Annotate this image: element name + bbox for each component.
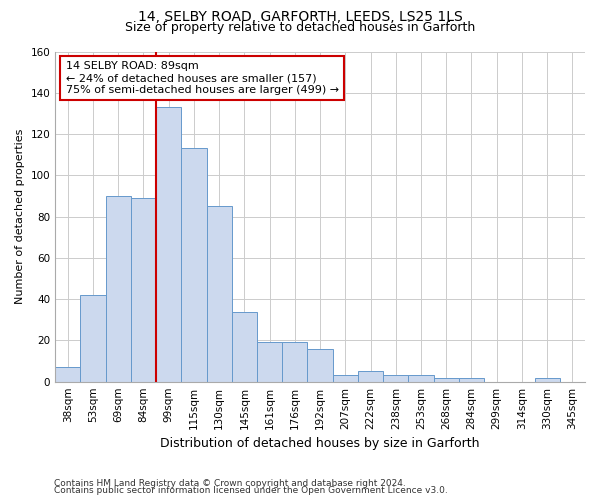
Text: Contains HM Land Registry data © Crown copyright and database right 2024.: Contains HM Land Registry data © Crown c… xyxy=(54,478,406,488)
Text: Size of property relative to detached houses in Garforth: Size of property relative to detached ho… xyxy=(125,21,475,34)
Bar xyxy=(106,196,131,382)
Bar xyxy=(282,342,307,382)
Bar xyxy=(459,378,484,382)
Text: 14, SELBY ROAD, GARFORTH, LEEDS, LS25 1LS: 14, SELBY ROAD, GARFORTH, LEEDS, LS25 1L… xyxy=(137,10,463,24)
Bar xyxy=(257,342,282,382)
X-axis label: Distribution of detached houses by size in Garforth: Distribution of detached houses by size … xyxy=(160,437,480,450)
Text: Contains public sector information licensed under the Open Government Licence v3: Contains public sector information licen… xyxy=(54,486,448,495)
Bar xyxy=(434,378,459,382)
Bar xyxy=(409,376,434,382)
Bar xyxy=(80,295,106,382)
Bar xyxy=(156,107,181,382)
Bar xyxy=(181,148,206,382)
Bar xyxy=(206,206,232,382)
Bar xyxy=(55,367,80,382)
Bar xyxy=(383,376,409,382)
Text: 14 SELBY ROAD: 89sqm
← 24% of detached houses are smaller (157)
75% of semi-deta: 14 SELBY ROAD: 89sqm ← 24% of detached h… xyxy=(66,62,339,94)
Bar xyxy=(131,198,156,382)
Bar xyxy=(535,378,560,382)
Bar xyxy=(307,348,332,382)
Bar xyxy=(332,376,358,382)
Y-axis label: Number of detached properties: Number of detached properties xyxy=(15,129,25,304)
Bar xyxy=(232,312,257,382)
Bar xyxy=(358,372,383,382)
